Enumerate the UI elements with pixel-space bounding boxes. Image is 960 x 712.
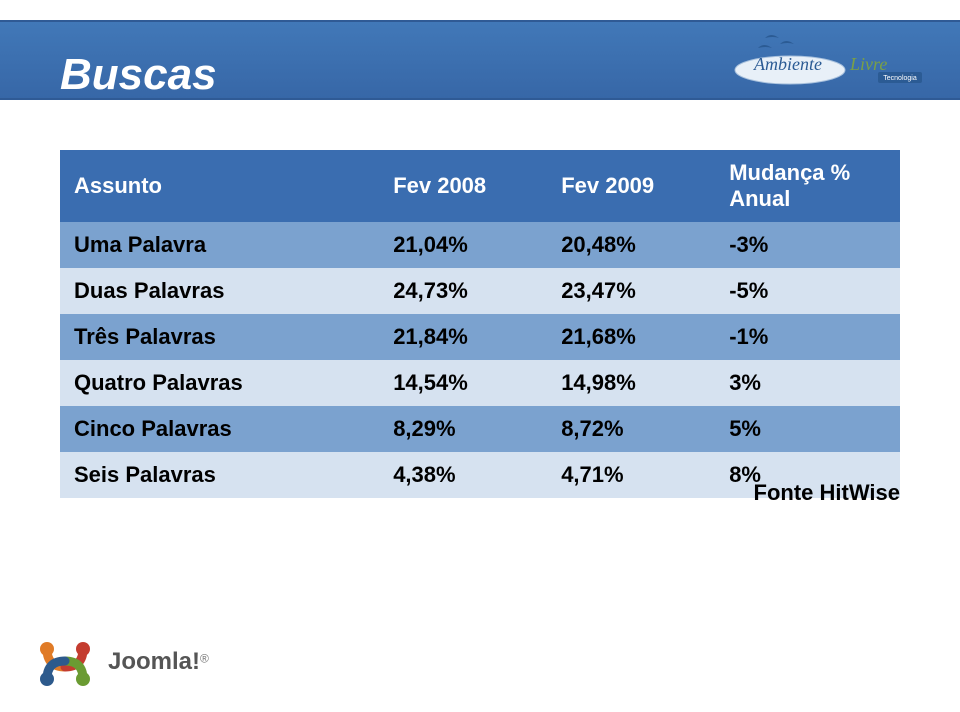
cell-2009: 20,48%: [547, 222, 715, 268]
table-row: Quatro Palavras 14,54% 14,98% 3%: [60, 360, 900, 406]
col-header-change: Mudança % Anual: [715, 150, 900, 222]
joomla-trademark: ®: [200, 652, 209, 666]
cell-change: -5%: [715, 268, 900, 314]
col-header-fev2009: Fev 2009: [547, 150, 715, 222]
table-row: Três Palavras 21,84% 21,68% -1%: [60, 314, 900, 360]
source-label: Fonte HitWise: [754, 480, 900, 506]
svg-text:Livre: Livre: [849, 54, 887, 74]
cell-subject: Cinco Palavras: [60, 406, 379, 452]
table-row: Duas Palavras 24,73% 23,47% -5%: [60, 268, 900, 314]
table-row: Cinco Palavras 8,29% 8,72% 5%: [60, 406, 900, 452]
joomla-word: Joomla!: [108, 648, 200, 675]
cell-2008: 4,38%: [379, 452, 547, 498]
cell-2008: 14,54%: [379, 360, 547, 406]
cell-2009: 8,72%: [547, 406, 715, 452]
cell-change: 5%: [715, 406, 900, 452]
joomla-icon: [30, 632, 100, 692]
cell-subject: Duas Palavras: [60, 268, 379, 314]
header-bar: Buscas Ambiente Livre Tecnologia: [0, 20, 960, 100]
cell-2009: 23,47%: [547, 268, 715, 314]
joomla-text: Joomla!®: [108, 648, 209, 676]
cell-2008: 8,29%: [379, 406, 547, 452]
table-header-row: Assunto Fev 2008 Fev 2009 Mudança % Anua…: [60, 150, 900, 222]
col-header-subject: Assunto: [60, 150, 379, 222]
cell-2009: 4,71%: [547, 452, 715, 498]
cell-2008: 24,73%: [379, 268, 547, 314]
slide: Buscas Ambiente Livre Tecnologia Ass: [0, 0, 960, 712]
svg-text:Ambiente: Ambiente: [753, 54, 822, 74]
cell-2009: 14,98%: [547, 360, 715, 406]
data-table: Assunto Fev 2008 Fev 2009 Mudança % Anua…: [60, 150, 900, 498]
cell-subject: Quatro Palavras: [60, 360, 379, 406]
table-row: Uma Palavra 21,04% 20,48% -3%: [60, 222, 900, 268]
cell-change: -3%: [715, 222, 900, 268]
cell-change: -1%: [715, 314, 900, 360]
cell-subject: Seis Palavras: [60, 452, 379, 498]
col-header-fev2008: Fev 2008: [379, 150, 547, 222]
svg-text:Tecnologia: Tecnologia: [883, 75, 917, 82]
slide-title: Buscas: [60, 50, 217, 100]
cell-2009: 21,68%: [547, 314, 715, 360]
joomla-logo: Joomla!®: [30, 632, 209, 692]
ambiente-livre-logo: Ambiente Livre Tecnologia: [730, 28, 930, 88]
cell-change: 3%: [715, 360, 900, 406]
ambiente-livre-icon: Ambiente Livre Tecnologia: [730, 28, 930, 88]
cell-subject: Três Palavras: [60, 314, 379, 360]
cell-2008: 21,04%: [379, 222, 547, 268]
cell-subject: Uma Palavra: [60, 222, 379, 268]
cell-2008: 21,84%: [379, 314, 547, 360]
